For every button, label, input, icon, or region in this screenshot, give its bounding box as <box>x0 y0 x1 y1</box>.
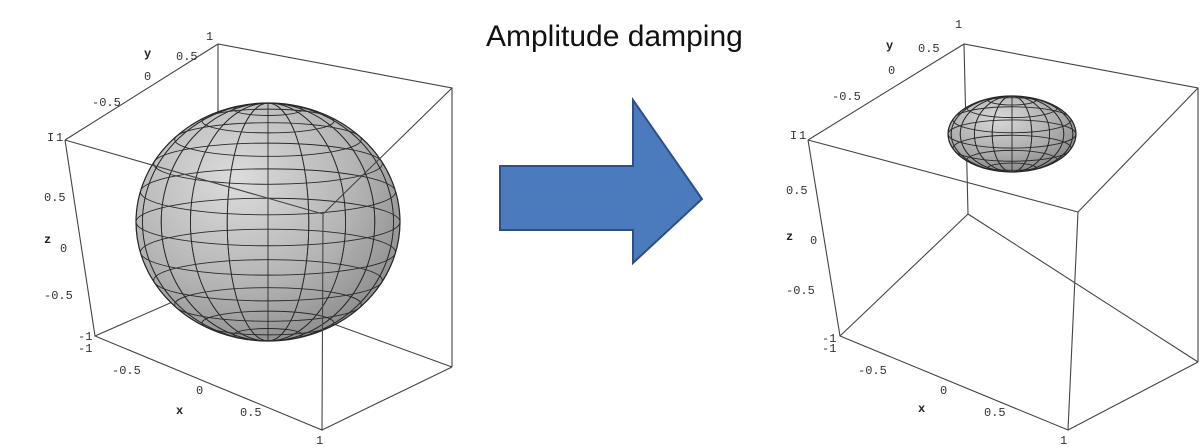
left-z-tick: 0 <box>60 242 67 256</box>
left-z-axis-label: z <box>44 233 51 247</box>
mesh-longitude-line <box>991 96 1033 172</box>
mesh-latitude-line <box>966 97 1058 119</box>
right-z-tick: -1 <box>822 332 836 346</box>
left-y-tick: 0.5 <box>176 50 198 64</box>
mesh-longitude-line <box>226 103 310 341</box>
right-bloch-plot: 1 0.5 0 -0.5 y I 1 0.5 0 -0.5 -1 z -1 -0… <box>786 18 1199 448</box>
left-z-tick: 0.5 <box>44 191 66 205</box>
left-z-tick: -1 <box>78 330 92 344</box>
left-x-tick: -1 <box>78 342 92 356</box>
mesh-latitude-line <box>174 287 362 322</box>
right-y-tick: 0 <box>888 64 895 78</box>
left-z-tick: 1 <box>56 131 63 145</box>
left-box-back <box>64 43 453 367</box>
right-x-tick: -1 <box>822 342 836 356</box>
left-bloch-plot: 1 0.5 0 -0.5 y I 1 0.5 0 -0.5 -1 z -1 -0… <box>44 30 453 448</box>
mesh-latitude-line <box>153 142 383 185</box>
mesh-longitude-line <box>959 96 1065 172</box>
mesh-latitude-line <box>987 162 1037 172</box>
left-x-tick: -0.5 <box>112 364 141 378</box>
right-z-tick: 0 <box>810 234 817 248</box>
right-box-front-bottom-right <box>1067 361 1199 431</box>
right-x-axis-label: x <box>918 402 925 416</box>
right-y-top-tick: 1 <box>955 18 962 32</box>
left-y-top-tick: 1 <box>206 30 213 44</box>
right-box-front-top-right <box>1077 87 1199 213</box>
right-box-back-bottom <box>967 213 1199 363</box>
figure-title: Amplitude damping <box>486 20 743 53</box>
right-ellipsoid-mesh <box>948 96 1076 172</box>
right-box-back <box>807 43 1199 362</box>
right-y-tick: -0.5 <box>832 90 861 104</box>
right-z-tick: -0.5 <box>786 284 815 298</box>
right-z-axis-label: z <box>786 230 793 244</box>
left-y-axis-label: y <box>144 47 151 61</box>
mesh-longitude-line <box>973 96 1051 172</box>
mesh-longitude-line <box>142 103 394 341</box>
mesh-longitude-line <box>160 103 376 341</box>
mesh-latitude-line <box>153 259 383 302</box>
right-corner-label: I <box>790 129 797 143</box>
right-y-tick: 0.5 <box>918 42 940 56</box>
right-arrow-icon <box>499 96 704 266</box>
left-y-tick: 0 <box>144 70 151 84</box>
left-box-front-top-right <box>322 87 453 215</box>
right-x-tick: 0 <box>940 384 947 398</box>
mesh-latitude-line <box>948 119 1076 149</box>
mesh-latitude-line <box>966 149 1058 171</box>
right-x-tick: 1 <box>1060 434 1067 448</box>
right-y-axis-label: y <box>886 39 893 53</box>
right-x-tick: 0.5 <box>984 406 1006 420</box>
right-z-tick: 0.5 <box>786 184 808 198</box>
mesh-longitude-line <box>950 96 1074 172</box>
left-x-tick: 0.5 <box>240 406 262 420</box>
left-box-front-bottom-right <box>321 366 453 431</box>
left-y-tick: -0.5 <box>92 96 121 110</box>
left-x-tick: 0 <box>196 384 203 398</box>
right-x-tick: -0.5 <box>858 364 887 378</box>
left-z-tick: -0.5 <box>44 289 73 303</box>
left-x-tick: 1 <box>316 434 323 448</box>
mesh-longitude-line <box>189 103 347 341</box>
right-z-tick: 1 <box>799 129 806 143</box>
left-corner-label: I <box>47 131 54 145</box>
left-x-axis-label: x <box>176 404 183 418</box>
mesh-latitude-line <box>174 122 362 157</box>
right-box-back-left-bottom <box>839 213 969 337</box>
